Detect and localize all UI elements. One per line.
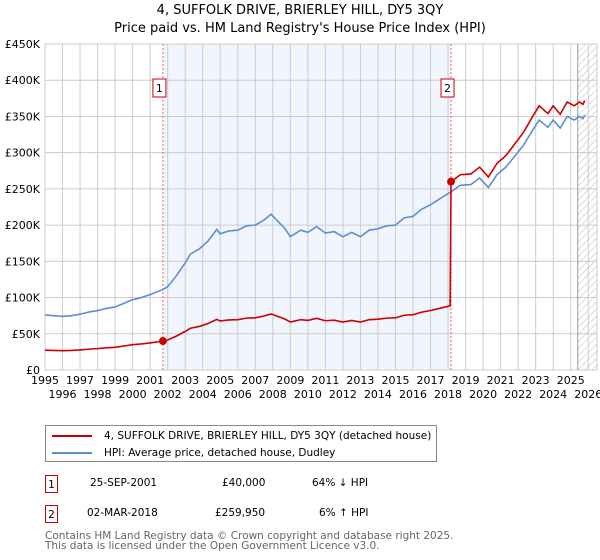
x-tick-label: 2012	[329, 388, 357, 401]
y-tick-label: £350K	[5, 110, 41, 123]
forecast-hatch	[577, 44, 597, 370]
x-tick-label: 2022	[504, 388, 532, 401]
x-tick-label: 2001	[136, 374, 164, 387]
y-tick-label: £100K	[5, 292, 41, 305]
x-tick-label: 2017	[417, 374, 445, 387]
x-tick-label: 2008	[259, 388, 287, 401]
x-tick-label: 2000	[119, 388, 147, 401]
x-tick-label: 2016	[399, 388, 427, 401]
sale-row-1: 1 25-SEP-2001 £40,000 64% ↓ HPI	[45, 475, 465, 493]
sale-point	[158, 337, 167, 346]
x-tick-label: 2011	[311, 374, 339, 387]
sale-badge: 2	[45, 505, 58, 523]
y-tick-label: £300K	[5, 147, 41, 160]
sale-badge: 1	[45, 475, 58, 493]
x-tick-label: 2004	[189, 388, 217, 401]
x-tick-label: 2006	[224, 388, 252, 401]
footer-copyright: Contains HM Land Registry data © Crown c…	[45, 530, 454, 542]
plot-border	[44, 43, 598, 371]
sale-marker-label: 1	[156, 82, 163, 95]
x-tick-label: 1999	[101, 374, 129, 387]
y-tick-label: £0	[26, 364, 40, 377]
sale-price: £259,950	[215, 507, 266, 519]
legend-swatch-red	[52, 435, 92, 437]
sale-price: £40,000	[222, 477, 266, 489]
x-tick-label: 2023	[522, 374, 550, 387]
x-tick-label: 2021	[487, 374, 515, 387]
x-tick-label: 2005	[206, 374, 234, 387]
x-tick-label: 2003	[171, 374, 199, 387]
x-tick-label: 1998	[84, 388, 112, 401]
series-line	[44, 114, 586, 318]
x-tick-label: 2025	[557, 374, 585, 387]
x-tick-label: 2013	[346, 374, 374, 387]
legend: 4, SUFFOLK DRIVE, BRIERLEY HILL, DY5 3QY…	[45, 425, 437, 462]
y-tick-label: £150K	[5, 255, 41, 268]
sale-row-2: 2 02-MAR-2018 £259,950 6% ↑ HPI	[45, 505, 465, 523]
sale-date: 25-SEP-2001	[90, 477, 158, 489]
x-tick-label: 2019	[452, 374, 480, 387]
legend-swatch-blue	[52, 452, 92, 454]
footer-licence: This data is licensed under the Open Gov…	[45, 540, 380, 552]
chart-title: 4, SUFFOLK DRIVE, BRIERLEY HILL, DY5 3QY	[156, 3, 444, 18]
sale-marker-box	[440, 78, 455, 98]
x-tick-label: 2009	[276, 374, 304, 387]
sale-marker-box	[152, 78, 167, 98]
y-tick-label: £250K	[5, 183, 41, 196]
x-tick-label: 1997	[66, 374, 94, 387]
sale-point	[447, 177, 456, 186]
sale-hpi-change: 6% ↑ HPI	[319, 507, 369, 519]
chart-subtitle: Price paid vs. HM Land Registry's House …	[114, 21, 486, 36]
legend-item-hpi: HPI: Average price, detached house, Dudl…	[52, 446, 335, 460]
x-tick-label: 1995	[31, 374, 59, 387]
y-tick-label: £200K	[5, 219, 41, 232]
x-tick-label: 2020	[469, 388, 497, 401]
sale-date: 02-MAR-2018	[87, 507, 158, 519]
x-tick-label: 2007	[241, 374, 269, 387]
y-tick-label: £450K	[5, 38, 41, 51]
sale-marker-label: 2	[444, 82, 451, 95]
x-tick-label: 2024	[539, 388, 567, 401]
x-tick-label: 2018	[434, 388, 462, 401]
x-tick-label: 2002	[154, 388, 182, 401]
sale-hpi-change: 64% ↓ HPI	[312, 477, 369, 489]
legend-label: HPI: Average price, detached house, Dudl…	[104, 447, 336, 459]
series-line	[44, 100, 586, 352]
x-tick-label: 2026	[574, 388, 600, 401]
y-tick-label: £400K	[5, 74, 41, 87]
x-tick-label: 2014	[364, 388, 392, 401]
y-tick-label: £50K	[12, 328, 41, 341]
x-tick-label: 1996	[49, 388, 77, 401]
x-tick-label: 2015	[381, 374, 409, 387]
legend-item-property: 4, SUFFOLK DRIVE, BRIERLEY HILL, DY5 3QY…	[52, 429, 431, 443]
legend-label: 4, SUFFOLK DRIVE, BRIERLEY HILL, DY5 3QY…	[104, 430, 432, 442]
plot-area: 1995199619971998199920002001200220032004…	[5, 38, 600, 401]
x-tick-label: 2010	[294, 388, 322, 401]
